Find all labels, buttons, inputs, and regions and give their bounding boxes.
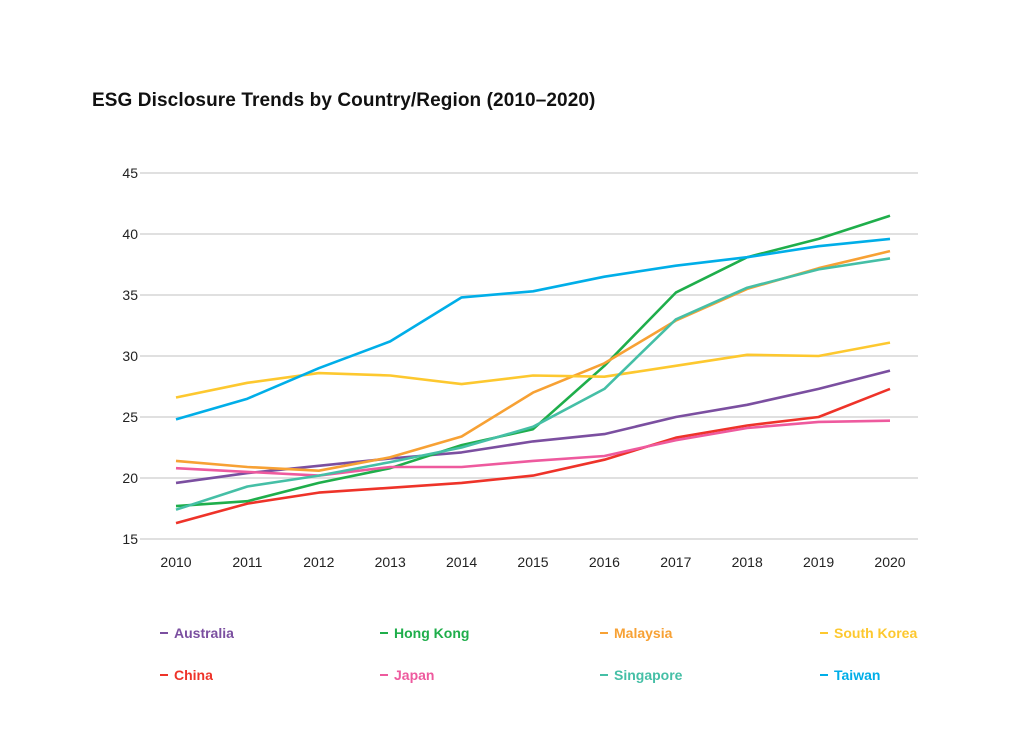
legend-swatch <box>820 674 828 676</box>
legend-label: Taiwan <box>834 667 881 683</box>
x-tick-label: 2019 <box>803 554 834 570</box>
legend-swatch <box>600 674 608 676</box>
legend-label: Hong Kong <box>394 625 470 641</box>
x-tick-label: 2010 <box>160 554 191 570</box>
legend-item-taiwan: Taiwan <box>820 667 880 683</box>
x-tick-label: 2020 <box>874 554 905 570</box>
x-tick-label: 2015 <box>517 554 548 570</box>
legend-label: China <box>174 667 213 683</box>
x-tick-label: 2016 <box>589 554 620 570</box>
y-tick-label: 45 <box>122 165 138 181</box>
y-tick-label: 15 <box>122 531 138 547</box>
x-tick-label: 2017 <box>660 554 691 570</box>
legend-swatch <box>820 632 828 634</box>
chart-title: ESG Disclosure Trends by Country/Region … <box>92 90 596 111</box>
legend-item-japan: Japan <box>380 667 434 683</box>
legend-label: Australia <box>174 625 234 641</box>
legend-item-hong-kong: Hong Kong <box>380 625 469 641</box>
legend-item-china: China <box>160 667 213 683</box>
series-line-singapore <box>175 257 891 511</box>
legend-item-singapore: Singapore <box>600 667 682 683</box>
x-tick-label: 2011 <box>232 554 262 570</box>
legend-label: South Korea <box>834 625 918 641</box>
series-line-taiwan <box>175 237 891 421</box>
legend-item-south-korea: South Korea <box>820 625 917 641</box>
x-tick-label: 2012 <box>303 554 334 570</box>
y-tick-label: 25 <box>122 409 138 425</box>
series-line-south-korea <box>175 341 891 399</box>
x-tick-label: 2013 <box>375 554 406 570</box>
legend-swatch <box>600 632 608 634</box>
legend-item-malaysia: Malaysia <box>600 625 672 641</box>
legend-swatch <box>380 632 388 634</box>
legend-swatch <box>160 674 168 676</box>
y-tick-label: 35 <box>122 287 138 303</box>
legend-swatch <box>380 674 388 676</box>
y-tick-label: 40 <box>122 226 138 242</box>
legend-item-australia: Australia <box>160 625 234 641</box>
legend-label: Japan <box>394 667 435 683</box>
legend-label: Malaysia <box>614 625 673 641</box>
series-line-japan <box>175 419 891 477</box>
y-tick-label: 20 <box>122 470 138 486</box>
x-tick-label: 2014 <box>446 554 477 570</box>
series-line-china <box>175 387 891 525</box>
legend-swatch <box>160 632 168 634</box>
legend-label: Singapore <box>614 667 683 683</box>
series-line-malaysia <box>175 249 891 473</box>
series-line-hong-kong <box>175 214 891 508</box>
x-tick-label: 2018 <box>732 554 763 570</box>
y-tick-label: 30 <box>122 348 138 364</box>
